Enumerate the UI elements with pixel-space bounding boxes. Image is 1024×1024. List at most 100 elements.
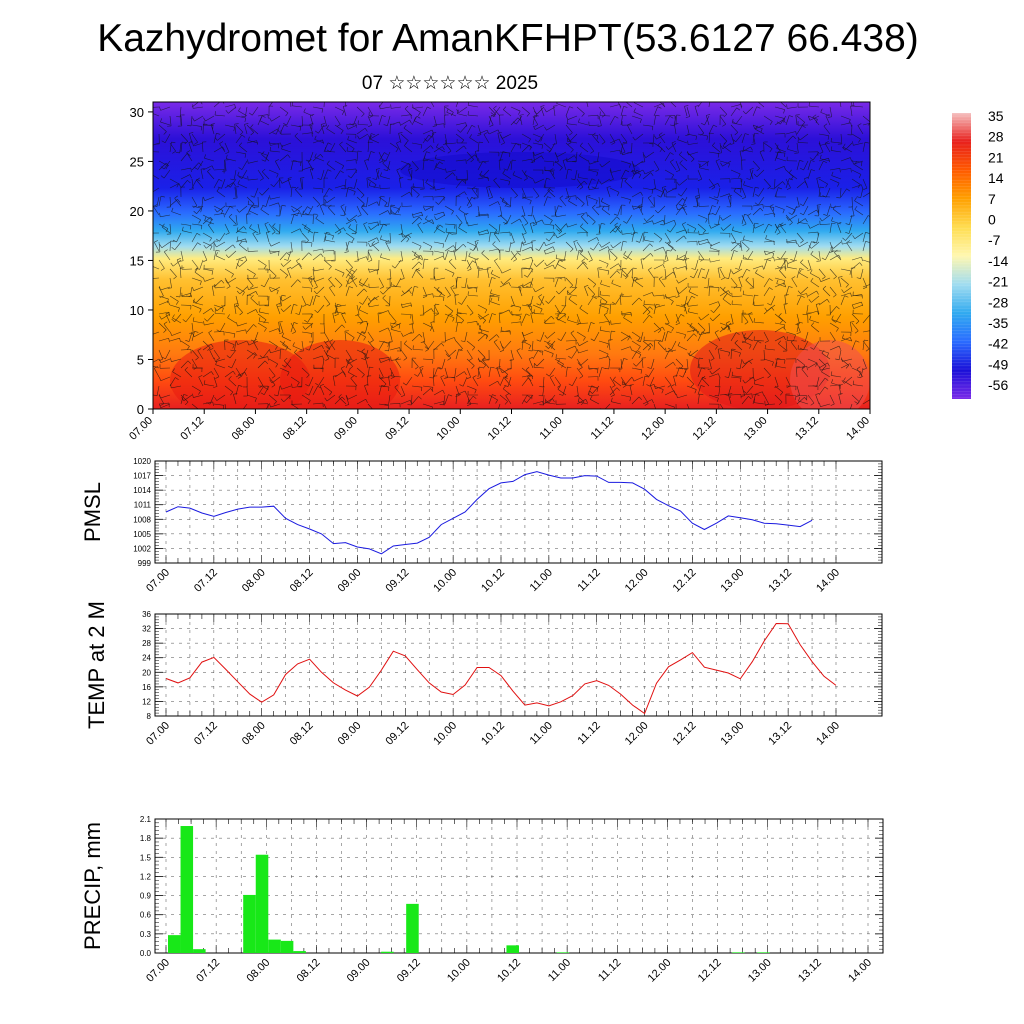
- wind-barb-flag: [453, 245, 456, 249]
- wind-barb: [287, 250, 292, 261]
- wind-barb: [609, 385, 615, 396]
- wind-barb-flag: [320, 154, 324, 158]
- wind-barb-flag: [416, 267, 420, 271]
- wind-barb: [283, 304, 292, 312]
- wind-barb: [198, 376, 204, 387]
- wind-barb-flag: [604, 301, 608, 306]
- wind-barb-flag: [568, 197, 571, 202]
- wind-barb: [851, 301, 862, 306]
- wind-barb: [455, 371, 465, 378]
- wind-barb-flag: [606, 263, 609, 268]
- wind-barb: [252, 341, 259, 351]
- wind-barb: [191, 358, 198, 368]
- wind-barb-flag: [403, 357, 408, 361]
- wind-barb: [818, 358, 827, 367]
- panel-frame: [154, 613, 883, 717]
- wind-barb-flag: [712, 205, 717, 208]
- wind-barb: [615, 223, 622, 233]
- wind-barb: [795, 115, 798, 126]
- wind-barb: [219, 143, 226, 153]
- wind-barb-flag: [826, 299, 830, 303]
- x-tick-label: 08.00: [230, 415, 258, 443]
- wind-barb-flag: [800, 295, 805, 298]
- wind-barb: [356, 256, 367, 261]
- wind-barb: [759, 151, 765, 162]
- wind-barb-flag: [216, 132, 221, 135]
- wind-barb-flag: [278, 202, 280, 207]
- wind-barb-flag: [581, 203, 585, 207]
- wind-barb: [802, 196, 809, 206]
- wind-barb: [741, 340, 752, 346]
- wind-barb: [531, 241, 534, 252]
- wind-barb: [853, 304, 864, 309]
- wind-barb-flag: [159, 358, 162, 363]
- wind-barb: [252, 233, 259, 243]
- wind-barb: [743, 184, 754, 189]
- wind-barb-flag: [215, 249, 220, 252]
- wind-barb: [323, 188, 330, 198]
- wind-barb: [657, 144, 666, 153]
- wind-barb-flag: [210, 217, 214, 221]
- wind-barb: [283, 394, 292, 403]
- wind-barb: [851, 313, 860, 322]
- wind-barb-flag: [547, 196, 552, 199]
- wind-barb-flag: [215, 252, 218, 256]
- wind-barb-flag: [471, 347, 476, 351]
- wind-barb: [807, 160, 812, 171]
- wind-barb: [785, 135, 794, 144]
- wind-barb-flag: [731, 118, 734, 123]
- wind-barb-flag: [408, 163, 412, 167]
- wind-barb-flag: [238, 107, 241, 112]
- wind-barb: [508, 241, 512, 252]
- wind-barb-flag: [677, 193, 682, 197]
- wind-barb: [293, 205, 303, 213]
- wind-barb-flag: [440, 375, 445, 378]
- wind-barb: [248, 178, 259, 181]
- wind-barb: [575, 277, 578, 288]
- wind-barb: [326, 128, 336, 135]
- wind-barb: [741, 396, 749, 405]
- wind-barb-flag: [623, 141, 628, 144]
- wind-barb-flag: [765, 234, 768, 239]
- wind-barb: [389, 313, 397, 322]
- wind-barb-flag: [209, 348, 214, 351]
- wind-barb: [675, 313, 680, 324]
- wind-barb: [548, 295, 556, 304]
- wind-barb: [191, 214, 201, 221]
- wind-barb: [741, 187, 747, 198]
- wind-barb: [193, 394, 204, 398]
- wind-barb-flag: [593, 296, 597, 300]
- wind-barb-flag: [287, 177, 292, 179]
- wind-barb-flag: [764, 344, 766, 349]
- wind-barb-flag: [250, 295, 254, 299]
- wind-barb-flag: [799, 212, 804, 216]
- wind-barb-flag: [731, 371, 734, 376]
- wind-barb: [743, 336, 754, 342]
- wind-barb: [301, 178, 303, 189]
- wind-barb-flag: [523, 274, 528, 278]
- wind-barb-flag: [701, 276, 706, 279]
- wind-barb-flag: [809, 157, 814, 161]
- wind-barb-flag: [214, 307, 218, 311]
- wind-barb-flag: [822, 276, 826, 280]
- wind-barb: [587, 250, 593, 261]
- wind-barb: [279, 268, 289, 276]
- wind-barb-flag: [855, 320, 860, 325]
- wind-barb: [224, 142, 230, 153]
- wind-barb-flag: [863, 187, 868, 190]
- wind-barb: [290, 322, 297, 332]
- wind-barb-flag: [429, 96, 433, 98]
- wind-barb: [815, 304, 820, 315]
- wind-barb-flag: [401, 290, 405, 294]
- wind-barb: [780, 259, 787, 269]
- wind-barb: [458, 106, 468, 113]
- wind-barb: [521, 106, 530, 114]
- wind-barb-flag: [665, 322, 670, 325]
- wind-barb-flag: [326, 231, 331, 234]
- wind-barb-flag: [812, 241, 817, 244]
- wind-barb: [369, 304, 380, 308]
- wind-barb: [678, 277, 688, 284]
- wind-barb-flag: [544, 250, 546, 255]
- wind-barb-flag: [504, 221, 508, 225]
- page-title: Kazhydromet for AmanKFHPT(53.6127 66.438…: [97, 17, 919, 60]
